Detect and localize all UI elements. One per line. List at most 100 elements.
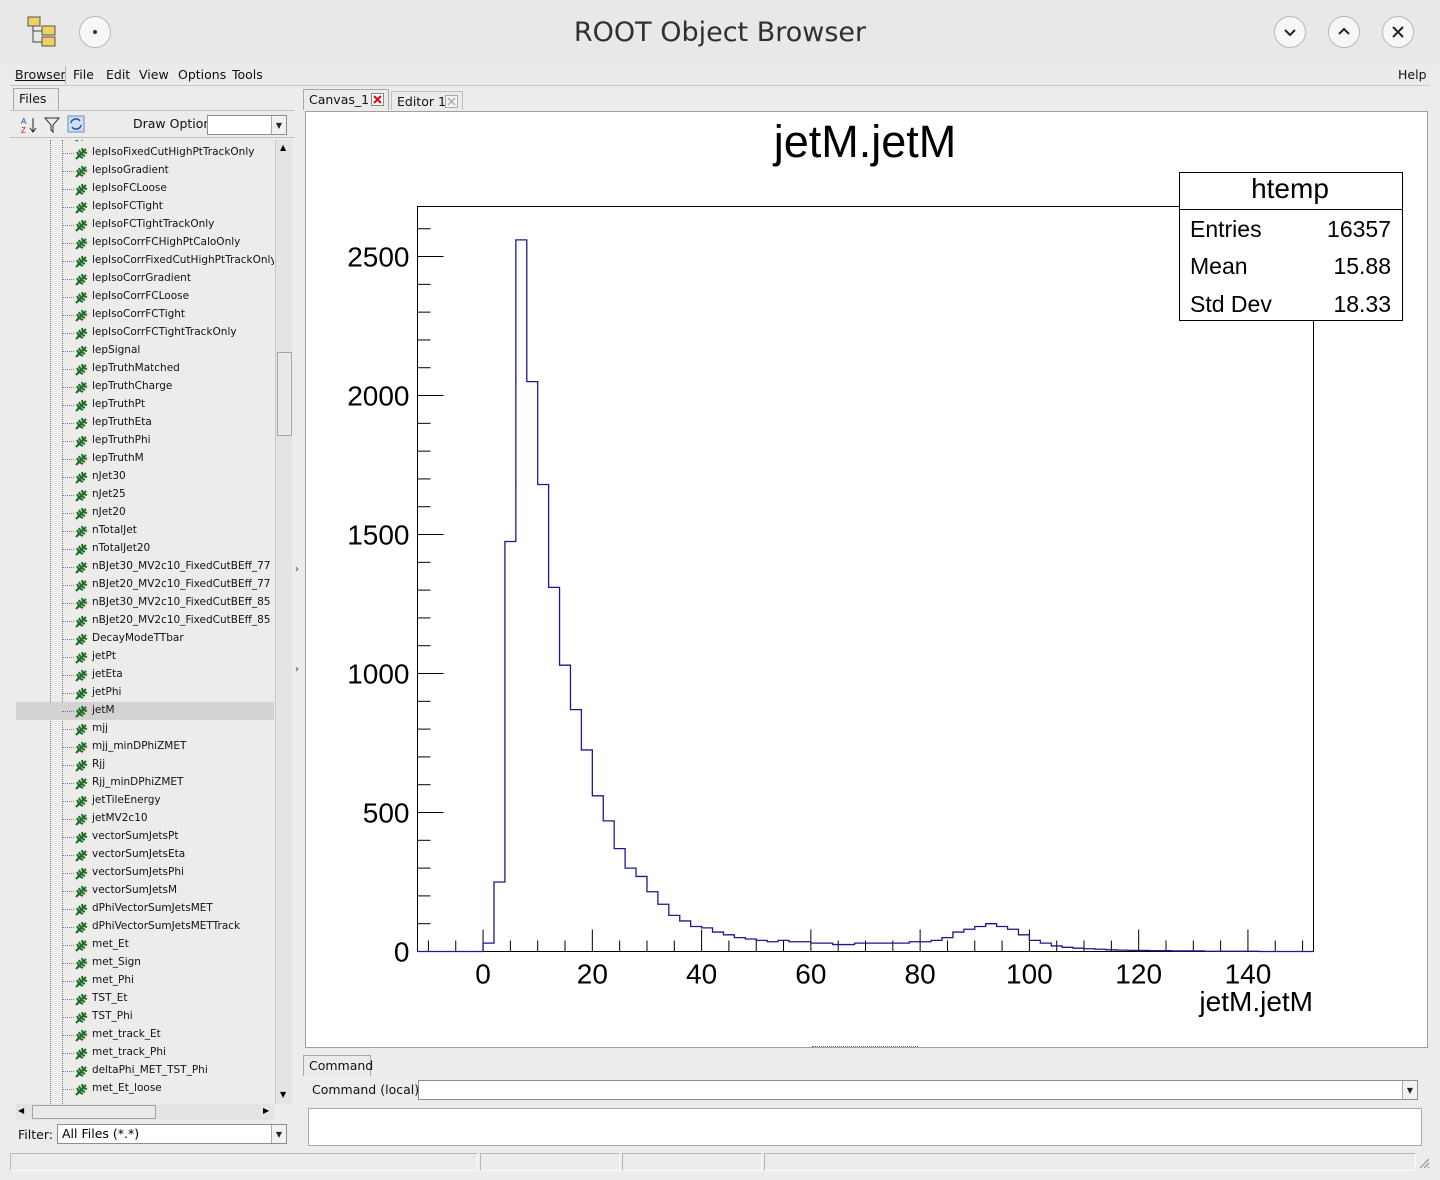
scroll-left-icon[interactable]: ◀ xyxy=(18,1106,25,1115)
splitter-handle[interactable] xyxy=(812,1046,918,1052)
tree-item-DecayModeTTbar[interactable]: DecayModeTTbar xyxy=(16,630,274,648)
tree-item-vectorSumJetsEta[interactable]: vectorSumJetsEta xyxy=(16,846,274,864)
menu-view[interactable]: View xyxy=(139,67,169,82)
tree-item-lepTruthPt[interactable]: lepTruthPt xyxy=(16,396,274,414)
tree-item-nBJet20_MV2c10_FixedCutBEff_85[interactable]: nBJet20_MV2c10_FixedCutBEff_85 xyxy=(16,612,274,630)
leaf-icon xyxy=(74,740,88,754)
tree-item-jetPt[interactable]: jetPt xyxy=(16,648,274,666)
tree-item-TST_Phi[interactable]: TST_Phi xyxy=(16,1008,274,1026)
tree-item-jetM[interactable]: jetM xyxy=(16,702,274,720)
tree-item-lepIsoFCLoose[interactable]: lepIsoFCLoose xyxy=(16,180,274,198)
tree-item-dPhiVectorSumJetsMETTrack[interactable]: dPhiVectorSumJetsMETTrack xyxy=(16,918,274,936)
tree-item-vectorSumJetsPt[interactable]: vectorSumJetsPt xyxy=(16,828,274,846)
tree-item-met_track_Phi[interactable]: met_track_Phi xyxy=(16,1044,274,1062)
filter-icon[interactable] xyxy=(44,116,60,134)
scrollbar-thumb[interactable] xyxy=(277,352,292,436)
tree-item-met_Sign[interactable]: met_Sign xyxy=(16,954,274,972)
tree-item-met_Phi[interactable]: met_Phi xyxy=(16,972,274,990)
refresh-icon[interactable] xyxy=(67,115,85,133)
tree-item-nJet30[interactable]: nJet30 xyxy=(16,468,274,486)
window-menu-button[interactable] xyxy=(79,16,111,48)
chevron-down-icon[interactable]: ▼ xyxy=(271,116,286,134)
tree-item-lepIsoCorrFCHighPtCaloOnly[interactable]: lepIsoCorrFCHighPtCaloOnly xyxy=(16,234,274,252)
tree-item-label: nJet20 xyxy=(92,506,126,518)
tree-item-dPhiVectorSumJetsMET[interactable]: dPhiVectorSumJetsMET xyxy=(16,900,274,918)
tree-item-nTotalJet20[interactable]: nTotalJet20 xyxy=(16,540,274,558)
tree-item-lepIsoFCTight[interactable]: lepIsoFCTight xyxy=(16,198,274,216)
y-tick-label: 1000 xyxy=(347,659,409,690)
window-title: ROOT Object Browser xyxy=(573,17,867,48)
resize-grip-icon[interactable] xyxy=(1418,1157,1430,1169)
tree-item-met_Et[interactable]: met_Et xyxy=(16,936,274,954)
menu-edit[interactable]: Edit xyxy=(106,67,131,82)
close-button[interactable] xyxy=(1382,16,1414,48)
tree-item-lepSignal[interactable]: lepSignal xyxy=(16,342,274,360)
menu-options[interactable]: Options xyxy=(178,67,227,82)
chevron-down-icon[interactable]: ▼ xyxy=(271,1125,286,1143)
sort-icon[interactable]: AZ xyxy=(20,116,38,134)
tree-item-lepTruthEta[interactable]: lepTruthEta xyxy=(16,414,274,432)
tree-item-lepTruthPhi[interactable]: lepTruthPhi xyxy=(16,432,274,450)
splitter-arrow-icon[interactable]: › xyxy=(295,664,299,675)
tree-vertical-scrollbar[interactable]: ▲ ▼ xyxy=(275,140,292,1104)
tree-item-vectorSumJetsPhi[interactable]: vectorSumJetsPhi xyxy=(16,864,274,882)
tree-item-met_track_Et[interactable]: met_track_Et xyxy=(16,1026,274,1044)
draw-option-combo[interactable]: ▼ xyxy=(207,115,287,135)
chevron-down-icon[interactable]: ▼ xyxy=(1402,1081,1417,1099)
tree-item-lepIsoFixedCutHighPtTrackOnly[interactable]: lepIsoFixedCutHighPtTrackOnly xyxy=(16,144,274,162)
tree-item-nJet20[interactable]: nJet20 xyxy=(16,504,274,522)
scrollbar-thumb[interactable] xyxy=(32,1105,156,1119)
tree-item-jetTileEnergy[interactable]: jetTileEnergy xyxy=(16,792,274,810)
tree-item-deltaPhi_MET_TST_Phi[interactable]: deltaPhi_MET_TST_Phi xyxy=(16,1062,274,1080)
tree-item-met_Et_loose[interactable]: met_Et_loose xyxy=(16,1080,274,1098)
tree-item-lepTruthMatched[interactable]: lepTruthMatched xyxy=(16,360,274,378)
close-tab-icon[interactable] xyxy=(371,93,384,106)
tree-item-Rjj_minDPhiZMET[interactable]: Rjj_minDPhiZMET xyxy=(16,774,274,792)
scroll-down-icon[interactable]: ▼ xyxy=(280,1090,287,1099)
filter-combo[interactable]: All Files (*.*) ▼ xyxy=(57,1124,287,1144)
scroll-right-icon[interactable]: ▶ xyxy=(263,1106,270,1115)
tree-item-nBJet30_MV2c10_FixedCutBEff_85[interactable]: nBJet30_MV2c10_FixedCutBEff_85 xyxy=(16,594,274,612)
menu-tools[interactable]: Tools xyxy=(232,67,263,82)
splitter-arrow-icon[interactable]: › xyxy=(295,564,299,575)
histogram-chart[interactable]: jetM.jetM 0 500 1000 1500 2000 2500 0 20 40 60 80… xyxy=(306,112,1427,1047)
tree-item-nTotalJet[interactable]: nTotalJet xyxy=(16,522,274,540)
tree-item-jetMV2c10[interactable]: jetMV2c10 xyxy=(16,810,274,828)
tree-item-lepIsoCorrFixedCutHighPtTrackOnly[interactable]: lepIsoCorrFixedCutHighPtTrackOnly xyxy=(16,252,274,270)
tab-editor[interactable]: Editor 1 xyxy=(391,91,463,110)
tree-item-mjj_minDPhiZMET[interactable]: mjj_minDPhiZMET xyxy=(16,738,274,756)
scroll-up-icon[interactable]: ▲ xyxy=(280,143,287,152)
canvas-area[interactable]: jetM.jetM 0 500 1000 1500 2000 2500 0 20 40 60 80… xyxy=(305,111,1428,1048)
command-combo[interactable]: ▼ xyxy=(418,1080,1418,1100)
tree-item-lepIsoCorrFCLoose[interactable]: lepIsoCorrFCLoose xyxy=(16,288,274,306)
tree-item-lepTruthM[interactable]: lepTruthM xyxy=(16,450,274,468)
tree-item-Rjj[interactable]: Rjj xyxy=(16,756,274,774)
tree-item-lepIsoCorrFCTightTrackOnly[interactable]: lepIsoCorrFCTightTrackOnly xyxy=(16,324,274,342)
x-tick-label: 20 xyxy=(577,959,608,990)
maximize-button[interactable] xyxy=(1328,16,1360,48)
tab-command[interactable]: Command xyxy=(303,1055,373,1076)
tree-item-nBJet30_MV2c10_FixedCutBEff_77[interactable]: nBJet30_MV2c10_FixedCutBEff_77 xyxy=(16,558,274,576)
minimize-button[interactable] xyxy=(1274,16,1306,48)
menu-browser[interactable]: Browser xyxy=(15,67,66,82)
command-output-area[interactable] xyxy=(308,1108,1422,1146)
tree-item-jetPhi[interactable]: jetPhi xyxy=(16,684,274,702)
tree-item-lepIsoGradient[interactable]: lepIsoGradient xyxy=(16,162,274,180)
tab-canvas[interactable]: Canvas_1 xyxy=(303,89,389,110)
tree-item-lepIsoCorrFCTight[interactable]: lepIsoCorrFCTight xyxy=(16,306,274,324)
tree-item-nBJet20_MV2c10_FixedCutBEff_77[interactable]: nBJet20_MV2c10_FixedCutBEff_77 xyxy=(16,576,274,594)
tree-item-lepIsoCorrGradient[interactable]: lepIsoCorrGradient xyxy=(16,270,274,288)
close-tab-icon[interactable] xyxy=(445,95,458,108)
y-tick-label: 500 xyxy=(363,798,410,829)
menu-help[interactable]: Help xyxy=(1398,67,1427,82)
tree-item-mjj[interactable]: mjj xyxy=(16,720,274,738)
tree-item-TST_Et[interactable]: TST_Et xyxy=(16,990,274,1008)
tree-item-vectorSumJetsM[interactable]: vectorSumJetsM xyxy=(16,882,274,900)
tab-files[interactable]: Files xyxy=(13,88,59,110)
tree-item-lepTruthCharge[interactable]: lepTruthCharge xyxy=(16,378,274,396)
tree-item-lepIsoFCTightTrackOnly[interactable]: lepIsoFCTightTrackOnly xyxy=(16,216,274,234)
tree-horizontal-scrollbar[interactable]: ◀ ▶ xyxy=(16,1104,274,1120)
tree-item-jetEta[interactable]: jetEta xyxy=(16,666,274,684)
menu-file[interactable]: File xyxy=(73,67,94,82)
tree-item-nJet25[interactable]: nJet25 xyxy=(16,486,274,504)
